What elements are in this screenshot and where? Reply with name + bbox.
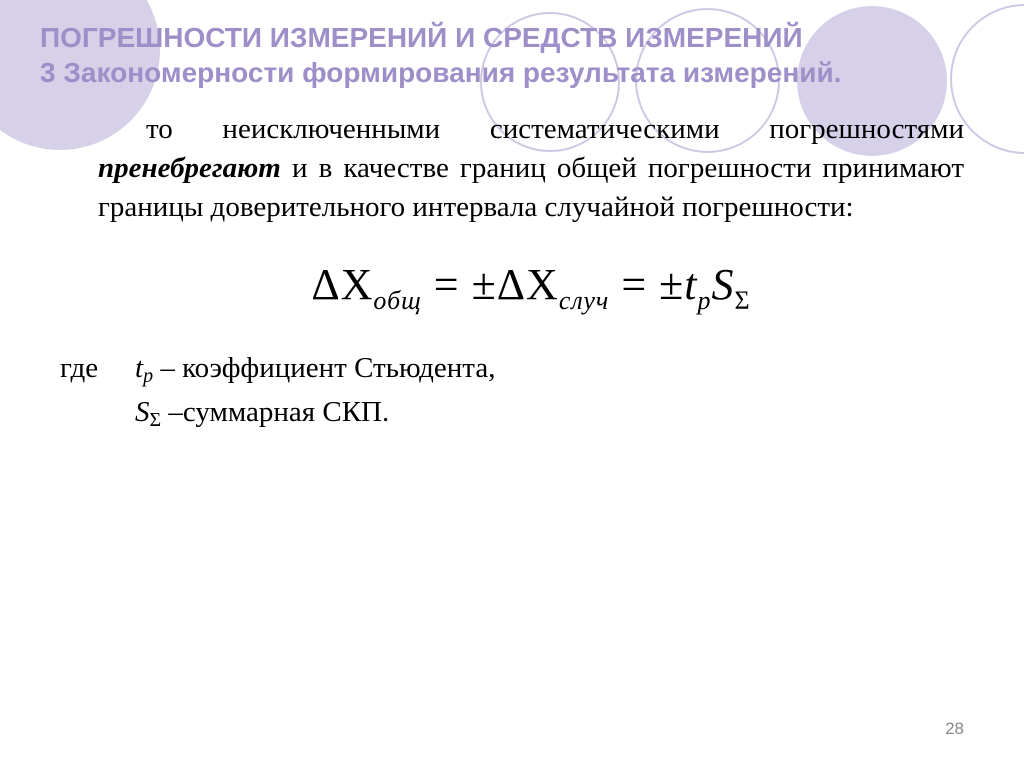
where-label-empty	[60, 391, 135, 435]
title-line-2: 3 Закономерности формирования результата…	[40, 55, 984, 90]
where-sym-S: S	[135, 391, 150, 435]
eq-sub2: случ	[559, 286, 609, 315]
where-desc-2: –суммарная СКП.	[161, 396, 389, 428]
slide-content: то неисключенными систематическими погре…	[0, 100, 1024, 435]
eq-eq1: = ±	[434, 260, 497, 309]
eq-S: S	[712, 260, 735, 309]
eq-sub-sigma: Σ	[735, 286, 751, 315]
slide-title: ПОГРЕШНОСТИ ИЗМЕРЕНИЙ И СРЕДСТВ ИЗМЕРЕНИ…	[0, 0, 1024, 100]
para-bold: пренебрегают	[98, 152, 281, 184]
where-line-1: где tp – коэффициент Стьюдента,	[60, 347, 964, 391]
equation: ΔXобщ = ±ΔXслуч = ±tpSΣ	[98, 255, 964, 318]
eq-eq2: = ±	[621, 260, 684, 309]
title-line-1: ПОГРЕШНОСТИ ИЗМЕРЕНИЙ И СРЕДСТВ ИЗМЕРЕНИ…	[40, 20, 984, 55]
where-sym-t: t	[135, 347, 143, 391]
where-sub-sigma: Σ	[150, 409, 162, 431]
where-desc-1: – коэффициент Стьюдента,	[153, 352, 495, 384]
body-paragraph: то неисключенными систематическими погре…	[98, 110, 964, 227]
eq-deltaX1: ΔX	[311, 260, 373, 309]
where-label: где	[60, 347, 135, 391]
where-block: где tp – коэффициент Стьюдента, SΣ –сумм…	[60, 347, 964, 435]
eq-t: t	[684, 260, 697, 309]
where-text-1: tp – коэффициент Стьюдента,	[135, 347, 964, 391]
where-text-2: SΣ –суммарная СКП.	[135, 391, 964, 435]
where-sub-p: p	[143, 365, 153, 387]
eq-deltaX2: ΔX	[497, 260, 559, 309]
eq-sub-p: p	[698, 286, 712, 315]
eq-sub1: общ	[373, 286, 421, 315]
page-number: 28	[945, 719, 964, 739]
where-line-2: SΣ –суммарная СКП.	[60, 391, 964, 435]
para-part1: то неисключенными систематическими погре…	[146, 113, 964, 145]
